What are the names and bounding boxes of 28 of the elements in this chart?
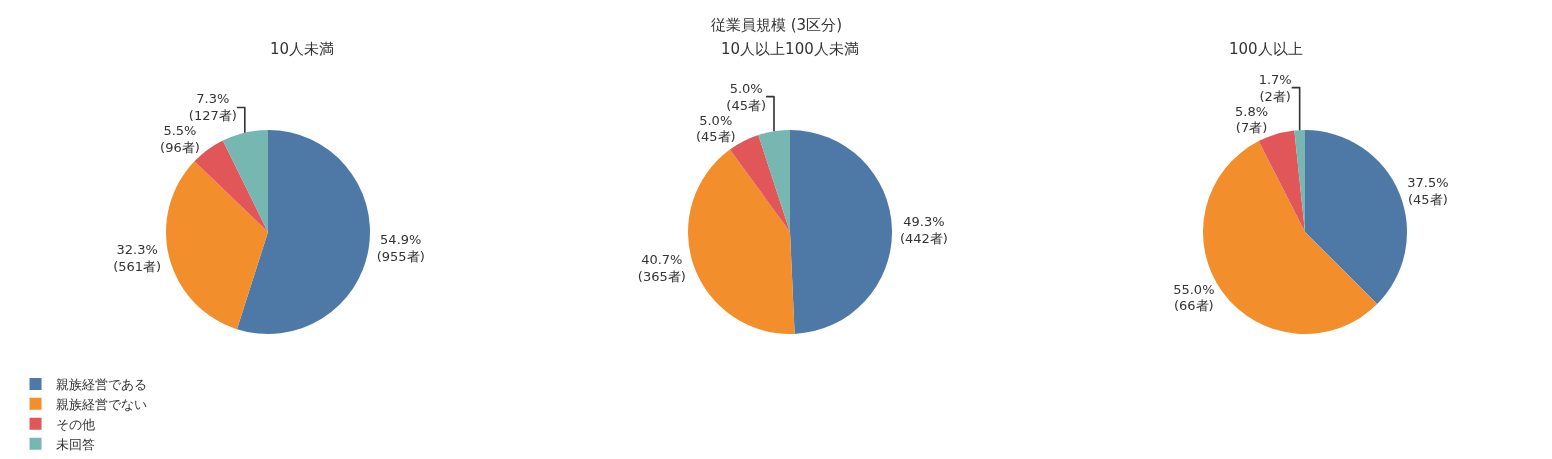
data-label: 1.7% (2者) — [1258, 71, 1292, 104]
legend-label: 未回答 — [55, 436, 95, 452]
pie-slice — [236, 130, 370, 334]
legend-label: 親族経営である — [55, 377, 147, 393]
data-label: 37.5% (45者) — [1407, 174, 1449, 207]
pie-slice — [790, 130, 892, 334]
data-label: 5.0% (45者) — [726, 80, 767, 113]
data-label: 49.3% (442者) — [899, 213, 948, 246]
data-label: 5.0% (45者) — [695, 112, 736, 145]
chart-title: 10人以上100人未満 — [721, 40, 859, 58]
pie-slice — [758, 130, 790, 232]
chart-title: 10人未満 — [270, 40, 335, 58]
pie-slice — [688, 149, 795, 334]
legend-label: 親族経営でない — [55, 396, 147, 412]
data-label: 54.9% (955者) — [376, 232, 425, 265]
text: 従業員規模 (3区分) — [711, 16, 843, 34]
legend-label: その他 — [55, 416, 95, 432]
data-label: 40.7% (365者) — [637, 251, 686, 284]
pie-slice — [194, 140, 268, 232]
chart-title: 100人以上 — [1229, 40, 1303, 58]
data-label: 5.8% (7者) — [1235, 103, 1269, 136]
data-label: 5.5% (96者) — [160, 123, 200, 156]
pie-slice — [222, 130, 268, 232]
data-label: 55.0% (66者) — [1173, 281, 1215, 314]
data-label: 32.3% (561者) — [113, 242, 162, 274]
data-label: 7.3% (127者) — [188, 91, 237, 124]
pie-slice — [166, 161, 268, 330]
pie-slice — [1305, 130, 1407, 305]
